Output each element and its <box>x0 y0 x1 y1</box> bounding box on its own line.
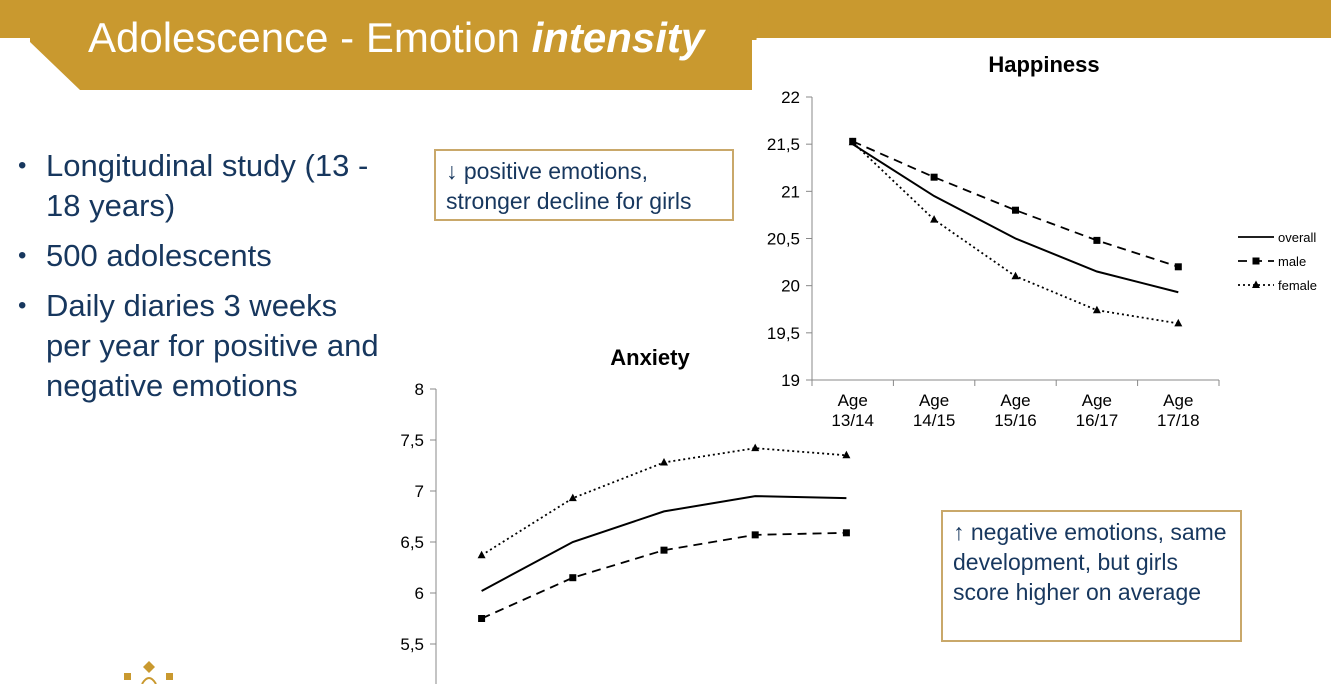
x-tick-label: Age 17/18 <box>1157 391 1200 430</box>
data-point-female <box>1092 305 1101 314</box>
data-point-female <box>660 457 668 466</box>
data-point-male <box>1174 263 1182 271</box>
x-tick-label-line: 13/14 <box>831 411 874 430</box>
negative-emotions-callout: ↑ negative emotions, same development, b… <box>941 510 1242 642</box>
x-tick-label-line: Age <box>838 391 868 410</box>
series-line-overall <box>481 495 847 592</box>
data-point-male <box>842 529 850 537</box>
x-tick-label-line: 17/18 <box>1157 411 1200 430</box>
series-line-male <box>852 140 1179 268</box>
data-point-male <box>930 173 938 181</box>
y-tick-label: 20 <box>781 277 800 296</box>
positive-emotions-callout: ↓ positive emotions, stronger decline fo… <box>434 149 734 221</box>
x-tick-label: Age 16/17 <box>1076 391 1119 430</box>
data-point-male <box>1093 236 1101 244</box>
y-tick-label: 7 <box>415 482 424 501</box>
data-point-female <box>1174 318 1183 327</box>
y-tick-label: 21 <box>781 182 800 201</box>
slide-title-main: Adolescence - Emotion <box>88 14 532 61</box>
data-point-male <box>569 574 577 582</box>
x-tick-label: Age 13/14 <box>831 391 874 430</box>
chart-title: Anxiety <box>610 345 690 370</box>
y-tick-label: 7,5 <box>400 431 424 450</box>
x-tick-label-line: Age <box>1163 391 1193 410</box>
series-line-overall <box>852 143 1179 294</box>
title-tab <box>30 0 760 90</box>
data-point-female <box>848 137 857 146</box>
data-point-female <box>568 493 577 502</box>
university-logo-icon <box>124 661 173 684</box>
x-tick-label-line: Age <box>1082 391 1112 410</box>
bullet-list: • Longitudinal study (13 - 18 years) • 500… <box>18 146 388 416</box>
y-tick-label: 21,5 <box>767 135 800 154</box>
data-point-female <box>930 215 939 223</box>
bullet-text: Daily diaries 3 weeks per year for posit… <box>46 288 379 403</box>
y-tick-label: 6,5 <box>400 533 424 552</box>
x-tick-label-line: 15/16 <box>994 411 1037 430</box>
bullet-dot-icon: • <box>18 152 27 179</box>
x-tick-label: Age 15/16 <box>994 391 1037 430</box>
anxiety-chart: Anxiety 5,5 6 6,5 7 7,5 8 <box>400 345 851 684</box>
bullet-item: • 500 adolescents <box>18 236 388 276</box>
slide-title-emphasis: intensity <box>531 14 705 61</box>
legend-marker-male <box>1252 257 1260 265</box>
x-tick-label-line: 16/17 <box>1076 411 1119 430</box>
legend-marker-female <box>1252 280 1260 288</box>
data-point-female <box>477 550 486 559</box>
bullet-dot-icon: • <box>18 292 27 319</box>
series-line-male <box>481 531 847 620</box>
data-point-male <box>478 615 486 622</box>
y-tick-label: 19 <box>781 371 800 390</box>
y-tick-label: 6 <box>415 584 424 603</box>
bullet-item: • Daily diaries 3 weeks per year for posi… <box>18 286 388 406</box>
data-point-female <box>842 450 851 459</box>
data-point-female <box>751 443 760 452</box>
y-tick-label: 5,5 <box>400 635 424 654</box>
bullet-item: • Longitudinal study (13 - 18 years) <box>18 146 388 226</box>
chart-title: Happiness <box>988 52 1099 77</box>
y-tick-label: 20,5 <box>767 230 800 249</box>
data-point-male <box>751 531 759 539</box>
bullet-text: Longitudinal study (13 - 18 years) <box>46 148 369 223</box>
y-tick-label: 19,5 <box>767 324 800 343</box>
y-tick-label: 22 <box>781 88 800 107</box>
legend-label-female: female <box>1278 278 1317 293</box>
y-tick-label: 8 <box>415 380 424 399</box>
data-point-male <box>1012 206 1019 214</box>
x-tick-label-line: 14/15 <box>913 411 956 430</box>
legend-label-male: male <box>1278 254 1306 269</box>
bullet-text: 500 adolescents <box>46 238 272 273</box>
slide-title: Adolescence - Emotion intensity <box>88 10 704 66</box>
chart-panel <box>752 40 1331 440</box>
x-tick-label-line: Age <box>1000 391 1030 410</box>
x-tick-label-line: Age <box>919 391 949 410</box>
data-point-female <box>1011 271 1020 280</box>
bullet-dot-icon: • <box>18 242 27 269</box>
legend-label-overall: overall <box>1278 230 1316 245</box>
data-point-male <box>660 546 668 554</box>
x-tick-label: Age 14/15 <box>913 391 956 430</box>
